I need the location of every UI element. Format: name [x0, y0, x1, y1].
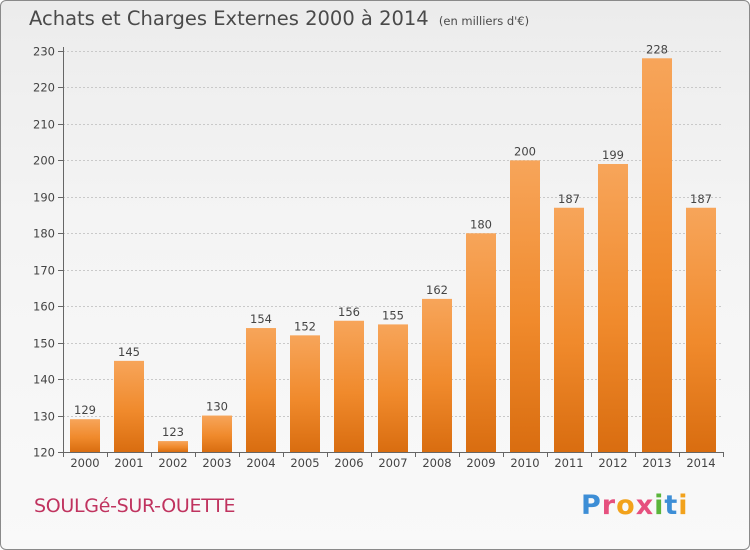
bars: [70, 58, 716, 453]
logo-letter: P: [581, 490, 602, 521]
data-label: 155: [382, 308, 404, 322]
bar: [114, 360, 144, 452]
bar: [686, 207, 716, 452]
data-label: 123: [162, 425, 184, 439]
bar: [422, 298, 452, 452]
data-label: 130: [206, 400, 228, 414]
data-label: 187: [558, 192, 580, 206]
data-label: 200: [514, 144, 536, 158]
commune-name: SOULGé-SUR-OUETTE: [34, 495, 236, 517]
bar: [246, 328, 276, 452]
bar: [290, 335, 320, 452]
proxiti-logo[interactable]: Proxiti: [581, 490, 689, 521]
y-tick-label: 220: [33, 81, 55, 95]
bar: [554, 207, 584, 452]
x-tick-label: 2007: [378, 456, 407, 470]
bar: [466, 233, 496, 452]
y-tick-label: 140: [33, 373, 55, 387]
labels: 120 130 140 150 160 170 180 190 200 210 220 230 129 2…: [33, 42, 716, 470]
logo-letter: x: [635, 490, 655, 521]
logo-letter: i: [678, 490, 689, 521]
x-tick-label: 2014: [686, 456, 715, 470]
x-tick-label: 2005: [290, 456, 319, 470]
bar: [378, 324, 408, 452]
y-tick-label: 130: [33, 410, 55, 424]
bar: [202, 415, 232, 452]
x-tick-label: 2009: [466, 456, 495, 470]
chart-subtitle: (en milliers d'€): [438, 14, 530, 28]
y-tick-label: 230: [33, 45, 55, 59]
bar: [598, 164, 628, 452]
data-label: 162: [426, 283, 448, 297]
y-tick-label: 170: [33, 264, 55, 278]
x-tick-label: 2010: [510, 456, 539, 470]
bar: [70, 419, 100, 452]
bar: [334, 320, 364, 452]
y-tick-label: 150: [33, 337, 55, 351]
logo-letter: o: [616, 490, 636, 521]
y-tick-label: 190: [33, 191, 55, 205]
x-tick-label: 2011: [554, 456, 583, 470]
data-label: 129: [74, 403, 96, 417]
y-tick-label: 160: [33, 300, 55, 314]
data-label: 228: [646, 42, 668, 56]
data-label: 199: [602, 148, 624, 162]
logo-letter: r: [601, 490, 617, 521]
logo-letter: i: [654, 490, 665, 521]
x-tick-label: 2008: [422, 456, 451, 470]
x-tick-label: 2013: [642, 456, 671, 470]
data-label: 187: [690, 192, 712, 206]
bar: [158, 441, 188, 452]
y-tick-label: 200: [33, 154, 55, 168]
x-tick-label: 2000: [70, 456, 99, 470]
logo-letter: t: [664, 490, 679, 521]
x-tick-label: 2001: [114, 456, 143, 470]
axes: [58, 47, 724, 457]
bar: [642, 58, 672, 453]
bar: [510, 160, 540, 452]
x-tick-label: 2003: [202, 456, 231, 470]
data-label: 145: [118, 345, 140, 359]
y-tick-label: 120: [33, 446, 55, 460]
data-label: 154: [250, 312, 272, 326]
x-tick-label: 2004: [246, 456, 275, 470]
x-tick-label: 2006: [334, 456, 363, 470]
chart-title: Achats et Charges Externes 2000 à 2014 (…: [29, 7, 529, 30]
data-label: 152: [294, 319, 316, 333]
y-tick-label: 210: [33, 118, 55, 132]
data-label: 156: [338, 305, 360, 319]
x-tick-label: 2002: [158, 456, 187, 470]
y-tick-label: 180: [33, 227, 55, 241]
x-tick-label: 2012: [598, 456, 627, 470]
data-label: 180: [470, 217, 492, 231]
chart-title-text: Achats et Charges Externes 2000 à 2014: [29, 7, 429, 30]
